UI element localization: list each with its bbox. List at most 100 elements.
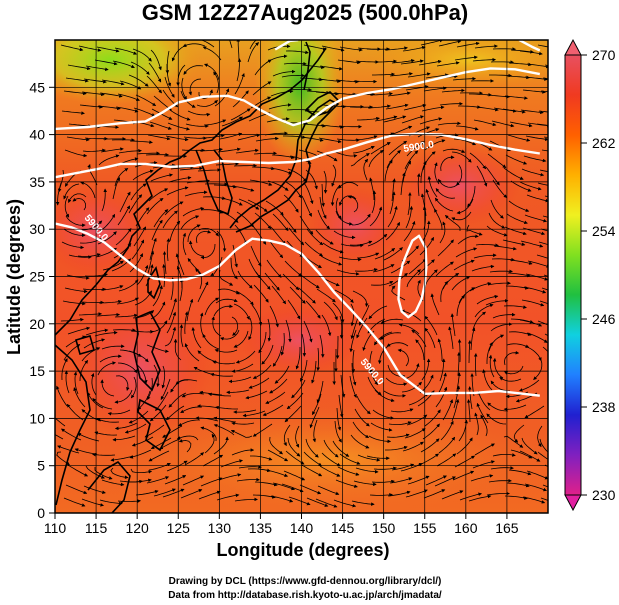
streamline bbox=[333, 499, 357, 508]
streamline bbox=[221, 116, 244, 127]
streamline bbox=[402, 45, 426, 52]
streamline bbox=[99, 354, 122, 363]
streamline bbox=[101, 479, 125, 487]
streamline bbox=[385, 445, 408, 451]
streamline bbox=[186, 298, 194, 322]
streamline bbox=[503, 365, 524, 375]
streamline bbox=[129, 449, 152, 459]
streamline bbox=[347, 195, 359, 213]
streamline bbox=[169, 220, 181, 242]
y-tick-label: 25 bbox=[29, 269, 45, 285]
luzon-coast bbox=[133, 310, 161, 392]
streamline bbox=[61, 110, 85, 115]
streamline bbox=[499, 376, 522, 382]
x-tick-label: 120 bbox=[125, 520, 149, 536]
streamline bbox=[267, 318, 272, 342]
streamline bbox=[132, 48, 152, 62]
streamline bbox=[389, 477, 413, 484]
streamline bbox=[521, 437, 538, 455]
streamline bbox=[94, 330, 118, 337]
streamline bbox=[179, 324, 184, 348]
streamline bbox=[265, 200, 284, 216]
streamline bbox=[488, 478, 512, 483]
streamline bbox=[117, 205, 131, 226]
streamline bbox=[81, 91, 105, 97]
y-tick-label: 45 bbox=[29, 79, 45, 95]
streamline bbox=[442, 148, 466, 153]
streamline bbox=[136, 151, 160, 156]
streamline bbox=[333, 230, 356, 240]
streamline bbox=[63, 183, 80, 200]
streamline bbox=[112, 60, 135, 69]
streamline bbox=[247, 42, 260, 63]
streamline bbox=[505, 154, 528, 165]
streamline bbox=[301, 333, 307, 357]
streamline bbox=[372, 409, 395, 420]
streamline bbox=[510, 180, 532, 192]
streamline bbox=[473, 119, 497, 127]
streamline bbox=[128, 410, 149, 424]
streamline bbox=[119, 191, 131, 213]
streamline bbox=[301, 464, 323, 477]
streamline bbox=[493, 245, 517, 251]
streamline bbox=[135, 94, 157, 107]
streamline bbox=[508, 331, 532, 336]
streamline bbox=[434, 476, 456, 487]
streamline bbox=[467, 185, 476, 208]
streamline bbox=[367, 104, 391, 109]
streamline bbox=[384, 46, 408, 51]
streamline bbox=[315, 498, 338, 508]
streamline bbox=[424, 327, 436, 349]
streamline bbox=[374, 248, 396, 260]
streamline bbox=[374, 59, 397, 64]
colorbar-tick-label: 254 bbox=[592, 223, 616, 239]
streamline bbox=[118, 148, 142, 154]
streamline bbox=[391, 178, 396, 202]
streamline bbox=[234, 73, 245, 95]
streamline bbox=[349, 329, 357, 353]
streamline bbox=[81, 498, 104, 507]
streamline bbox=[537, 320, 548, 326]
streamline bbox=[231, 421, 255, 426]
streamline bbox=[350, 316, 359, 340]
streamline bbox=[234, 497, 258, 502]
streamline bbox=[148, 188, 169, 202]
streamline bbox=[510, 449, 533, 459]
streamline bbox=[440, 420, 454, 441]
streamline bbox=[330, 184, 341, 207]
streamline bbox=[67, 64, 91, 71]
streamline bbox=[187, 258, 203, 277]
streamline bbox=[319, 334, 325, 358]
colorbar-tick-label: 262 bbox=[592, 135, 616, 151]
colorbar-body bbox=[564, 54, 582, 496]
streamline bbox=[369, 363, 378, 386]
streamline bbox=[162, 488, 185, 498]
streamline bbox=[489, 269, 513, 274]
warm-anomaly-china bbox=[55, 185, 150, 275]
streamline bbox=[508, 200, 530, 212]
streamline bbox=[312, 419, 318, 443]
contour-southern-contour bbox=[55, 222, 540, 397]
streamline bbox=[356, 252, 380, 259]
streamline bbox=[285, 181, 302, 199]
streamline bbox=[66, 403, 84, 421]
streamline bbox=[311, 360, 317, 384]
streamline bbox=[66, 136, 90, 142]
streamline bbox=[537, 451, 548, 460]
streamline bbox=[450, 313, 456, 337]
streamline bbox=[339, 46, 363, 52]
streamline bbox=[373, 466, 397, 471]
indochina-coast bbox=[55, 344, 91, 506]
streamline bbox=[321, 45, 345, 52]
streamline bbox=[403, 220, 416, 242]
streamline bbox=[523, 286, 547, 294]
streamline bbox=[96, 418, 120, 423]
streamline bbox=[200, 243, 216, 260]
streamline bbox=[79, 360, 89, 382]
streamline bbox=[380, 318, 404, 324]
streamline bbox=[233, 330, 249, 348]
streamline bbox=[137, 390, 151, 410]
streamline bbox=[217, 147, 241, 153]
streamline bbox=[202, 46, 222, 61]
streamline bbox=[363, 158, 369, 181]
